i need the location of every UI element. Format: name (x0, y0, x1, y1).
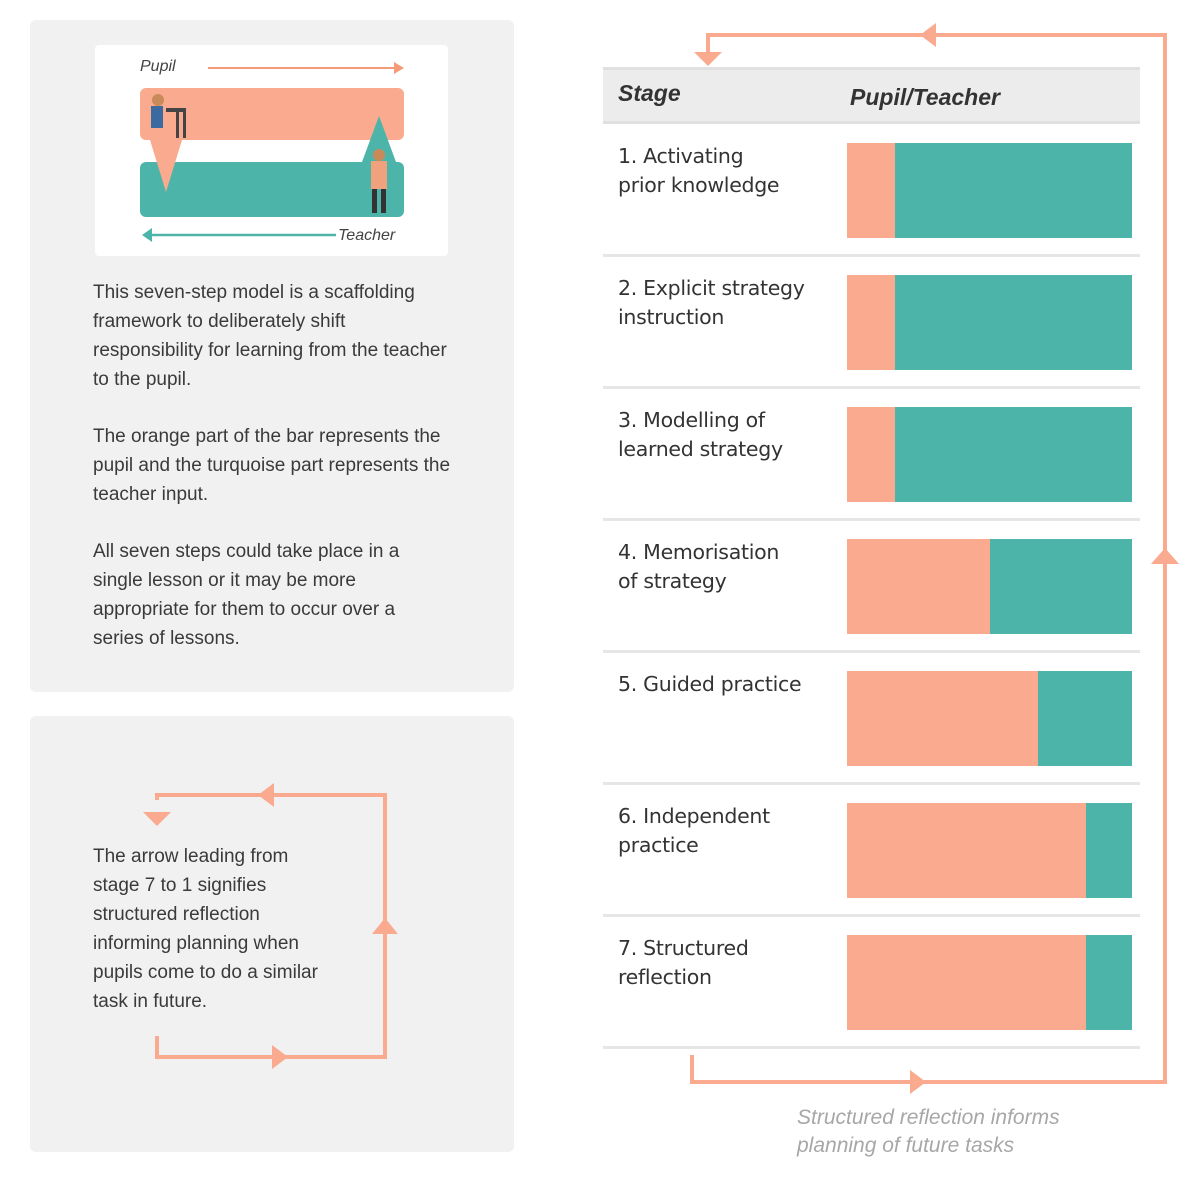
table-header (603, 67, 1140, 124)
row-separator (603, 914, 1140, 917)
bar-segment (895, 275, 1132, 370)
illus-teacher-figure (371, 149, 387, 213)
bar-segment (847, 407, 896, 502)
row-separator (603, 254, 1140, 257)
arrowhead (272, 1045, 288, 1069)
paragraph: This seven-step model is a scaffolding f… (93, 282, 447, 390)
bar-segment (1037, 671, 1132, 766)
arrowhead (394, 62, 404, 74)
arrowhead (143, 812, 171, 826)
illus-triangle (150, 140, 182, 192)
illus-teacher-band (140, 162, 404, 217)
bar-segment (1086, 935, 1132, 1030)
arrowhead (142, 228, 152, 242)
bar-segment (847, 935, 1087, 1030)
column-header: Pupil/Teacher (850, 84, 1000, 110)
row-separator (603, 518, 1140, 521)
bar-segment (847, 143, 896, 238)
row-separator (603, 386, 1140, 389)
illus-pupil-figure (151, 94, 186, 138)
paragraph: The orange part of the bar represents th… (93, 426, 451, 505)
bar-segment (1086, 803, 1132, 898)
stage-label: 3. Modelling of learned strategy (618, 408, 783, 461)
bar-segment (847, 671, 1038, 766)
stage-label: 1. Activating prior knowledge (618, 144, 780, 197)
stage-label: 6. Independent practice (618, 804, 770, 857)
row-separator (603, 1046, 1140, 1049)
row-separator (603, 650, 1140, 653)
bar-segment (847, 539, 990, 634)
illus-pupil-band (140, 88, 404, 140)
bar-segment (847, 275, 896, 370)
arrowhead (910, 1070, 926, 1094)
row-separator (603, 782, 1140, 785)
column-header: Stage (618, 80, 681, 106)
arrowhead (258, 783, 274, 807)
stage-label: 5. Guided practice (618, 672, 802, 696)
stage-label: 7. Structured reflection (618, 936, 749, 989)
illus-triangle (362, 116, 396, 162)
bar-segment (895, 143, 1132, 238)
arrowhead (1151, 548, 1179, 564)
paragraph: All seven steps could take place in a si… (93, 541, 400, 649)
arrowhead (372, 918, 398, 934)
illus-teacher-label: Teacher (338, 227, 396, 244)
bar-segment (989, 539, 1132, 634)
bar-segment (847, 803, 1087, 898)
bar-segment (895, 407, 1132, 502)
annotation: Structured reflection informs planning o… (797, 1106, 1060, 1157)
arrowhead (694, 52, 722, 66)
stage-label: 2. Explicit strategy instruction (618, 276, 805, 329)
illus-pupil-label: Pupil (140, 58, 176, 75)
arrow-note: The arrow leading from stage 7 to 1 sign… (93, 846, 318, 1012)
arrowhead (920, 23, 936, 47)
stage-label: 4. Memorisation of strategy (618, 540, 780, 593)
